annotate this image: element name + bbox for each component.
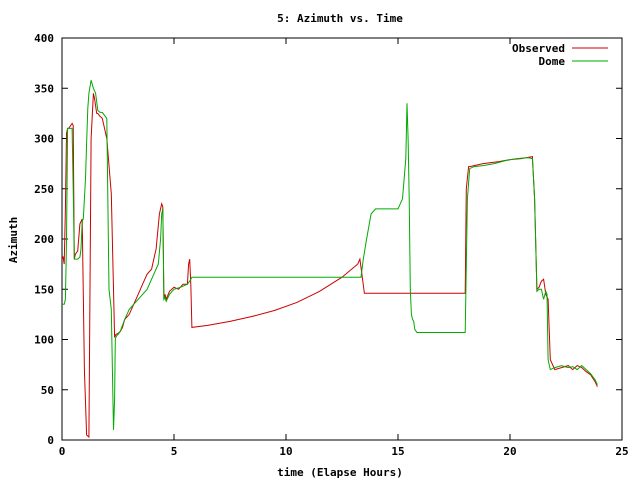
y-axis-label: Azimuth: [7, 217, 20, 263]
x-tick-label: 0: [59, 445, 66, 458]
y-tick-label: 350: [34, 82, 54, 95]
legend-label-observed: Observed: [512, 42, 565, 55]
x-axis-label: time (Elapse Hours): [277, 466, 403, 479]
y-tick-label: 100: [34, 334, 54, 347]
x-tick-label: 25: [615, 445, 628, 458]
chart-title: 5: Azimuth vs. Time: [277, 12, 403, 25]
plot-frame: [61, 37, 623, 441]
x-tick-label: 5: [171, 445, 178, 458]
x-tick-label: 20: [503, 445, 516, 458]
y-tick-label: 150: [34, 283, 54, 296]
y-tick-label: 200: [34, 233, 54, 246]
y-tick-label: 0: [47, 434, 54, 447]
series-layer: [61, 80, 598, 439]
x-tick-label: 15: [391, 445, 404, 458]
y-tick-label: 300: [34, 133, 54, 146]
y-tick-label: 50: [41, 384, 54, 397]
legend-label-dome: Dome: [539, 55, 566, 68]
series-line-dome: [62, 80, 598, 430]
y-tick-label: 400: [34, 32, 54, 45]
series-line-observed: [61, 93, 598, 439]
x-tick-label: 10: [279, 445, 292, 458]
y-tick-label: 250: [34, 183, 54, 196]
